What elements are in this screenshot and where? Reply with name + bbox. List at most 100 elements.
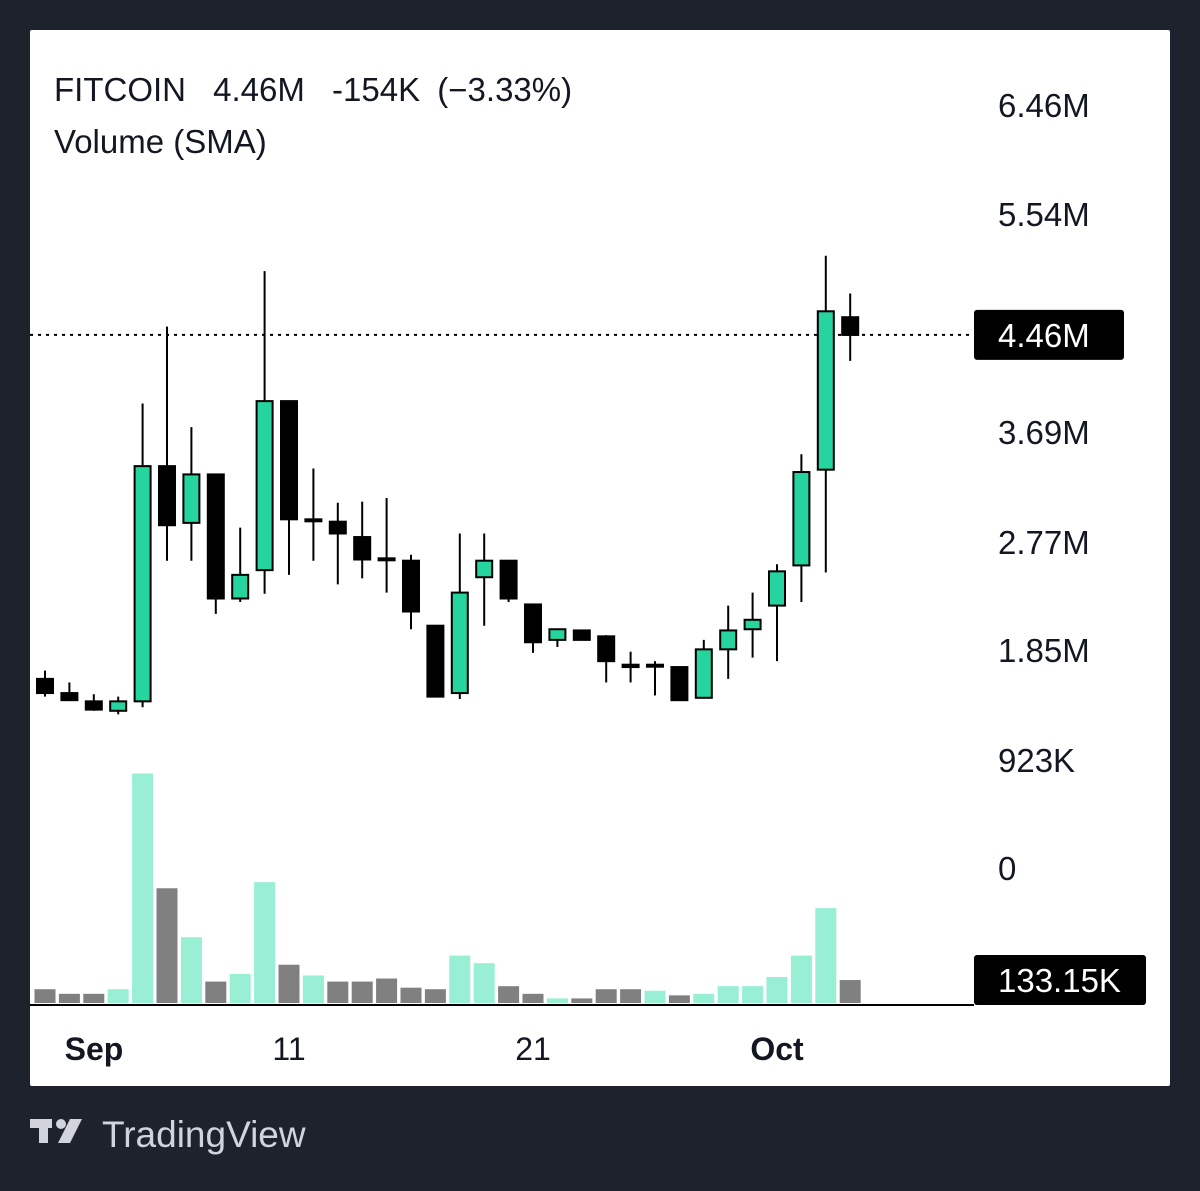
candle-body xyxy=(450,591,469,695)
candle[interactable] xyxy=(353,501,372,579)
candle-body xyxy=(280,400,298,521)
legend-price-row: FITCOIN 4.46M -154K (−3.33%) xyxy=(54,64,572,116)
candle[interactable] xyxy=(792,454,811,603)
volume-bar[interactable] xyxy=(424,989,446,1003)
candle[interactable] xyxy=(743,592,762,658)
candle[interactable] xyxy=(475,533,494,626)
candle[interactable] xyxy=(206,473,225,614)
candle[interactable] xyxy=(719,605,738,679)
candle[interactable] xyxy=(280,400,298,575)
price-axis-tick: 6.46M xyxy=(998,87,1090,124)
volume-bar[interactable] xyxy=(205,981,227,1003)
chart-svg[interactable]: 6.46M 5.54M 3.69M 2.77M 1.85M 923K 0 Sep 11 21 Oc… xyxy=(30,30,1170,1086)
volume-bar[interactable] xyxy=(180,937,202,1003)
candle-body xyxy=(353,536,372,561)
time-axis-tick: Oct xyxy=(750,1031,804,1067)
candle[interactable] xyxy=(597,635,616,683)
volume-bar[interactable] xyxy=(522,993,544,1003)
candle[interactable] xyxy=(768,564,786,662)
volume-bar[interactable] xyxy=(449,955,471,1003)
volume-bar[interactable] xyxy=(58,993,80,1003)
candles xyxy=(36,255,860,715)
time-axis-tick: Sep xyxy=(65,1031,124,1067)
volume-bar[interactable] xyxy=(498,986,520,1003)
candle[interactable] xyxy=(255,271,274,594)
last-price-badge: 4.46M xyxy=(974,309,1124,360)
volume-bar[interactable] xyxy=(595,989,617,1003)
candle[interactable] xyxy=(670,666,689,702)
candle-body xyxy=(158,465,176,527)
volume-bar[interactable] xyxy=(839,980,861,1003)
volume-bar[interactable] xyxy=(620,989,642,1003)
candle[interactable] xyxy=(548,628,567,647)
candle[interactable] xyxy=(499,559,518,603)
volume-bar[interactable] xyxy=(400,987,422,1003)
candle[interactable] xyxy=(328,502,347,585)
volume-bar[interactable] xyxy=(693,993,715,1003)
candle[interactable] xyxy=(231,527,250,603)
candle[interactable] xyxy=(524,603,542,653)
footer-branding: TradingView xyxy=(30,1114,306,1156)
candle-body xyxy=(328,520,347,535)
candle[interactable] xyxy=(109,696,128,715)
candle[interactable] xyxy=(304,468,323,561)
candle[interactable] xyxy=(572,629,591,641)
candle[interactable] xyxy=(816,255,835,573)
volume-bar[interactable] xyxy=(644,990,666,1003)
volume-bar[interactable] xyxy=(229,973,251,1003)
candle[interactable] xyxy=(402,554,420,630)
price-axis-labels: 6.46M 5.54M 3.69M 2.77M 1.85M 923K 0 xyxy=(998,87,1090,887)
candle[interactable] xyxy=(841,293,860,361)
volume-bar[interactable] xyxy=(766,976,788,1003)
candle[interactable] xyxy=(646,661,664,696)
volume-bar[interactable] xyxy=(717,986,739,1003)
volume-bar[interactable] xyxy=(132,773,154,1004)
volume-bar[interactable] xyxy=(571,998,593,1003)
volume-bar[interactable] xyxy=(107,989,129,1003)
volume-bar[interactable] xyxy=(327,981,349,1003)
candle-body xyxy=(182,473,201,524)
candle[interactable] xyxy=(182,427,201,561)
candle[interactable] xyxy=(621,651,640,683)
volume-bar[interactable] xyxy=(302,975,324,1003)
brand-name[interactable]: TradingView xyxy=(102,1114,306,1155)
candle-body xyxy=(84,700,103,711)
candle-body xyxy=(475,559,494,579)
candle-body xyxy=(743,618,762,631)
candle[interactable] xyxy=(36,670,54,697)
volume-bar[interactable] xyxy=(156,888,178,1003)
candle-body xyxy=(109,700,128,712)
candle[interactable] xyxy=(377,498,396,593)
legend-indicator[interactable]: Volume (SMA) xyxy=(54,123,267,160)
volume-bar[interactable] xyxy=(34,989,56,1003)
last-price-label: 4.46M xyxy=(998,317,1090,354)
candle[interactable] xyxy=(84,694,103,711)
candle-body xyxy=(597,635,616,663)
candle[interactable] xyxy=(60,682,79,702)
volume-bar[interactable] xyxy=(278,964,300,1003)
volume-bar[interactable] xyxy=(254,882,276,1003)
candle[interactable] xyxy=(426,624,445,698)
price-axis-tick: 0 xyxy=(998,850,1016,887)
volume-bar[interactable] xyxy=(376,978,398,1003)
candle-body xyxy=(572,629,591,641)
candle[interactable] xyxy=(694,639,713,699)
price-axis-tick: 2.77M xyxy=(998,524,1090,561)
chart-panel[interactable]: 6.46M 5.54M 3.69M 2.77M 1.85M 923K 0 Sep 11 21 Oc… xyxy=(30,30,1170,1086)
volume-bar[interactable] xyxy=(815,908,837,1003)
legend-symbol[interactable]: FITCOIN xyxy=(54,71,186,108)
volume-bar[interactable] xyxy=(546,998,568,1003)
legend-change-pct: (−3.33%) xyxy=(437,71,573,108)
volume-bar[interactable] xyxy=(742,986,764,1003)
volume-bar[interactable] xyxy=(790,955,812,1003)
volume-bar[interactable] xyxy=(83,993,105,1003)
candle[interactable] xyxy=(133,403,152,708)
candle[interactable] xyxy=(450,533,469,699)
volume-bar[interactable] xyxy=(668,995,690,1003)
volume-bar[interactable] xyxy=(351,981,373,1003)
volume-bar[interactable] xyxy=(473,963,495,1003)
candle-body xyxy=(524,603,542,644)
candle-body xyxy=(841,316,860,336)
price-axis-tick: 1.85M xyxy=(998,632,1090,669)
candle[interactable] xyxy=(158,326,176,561)
